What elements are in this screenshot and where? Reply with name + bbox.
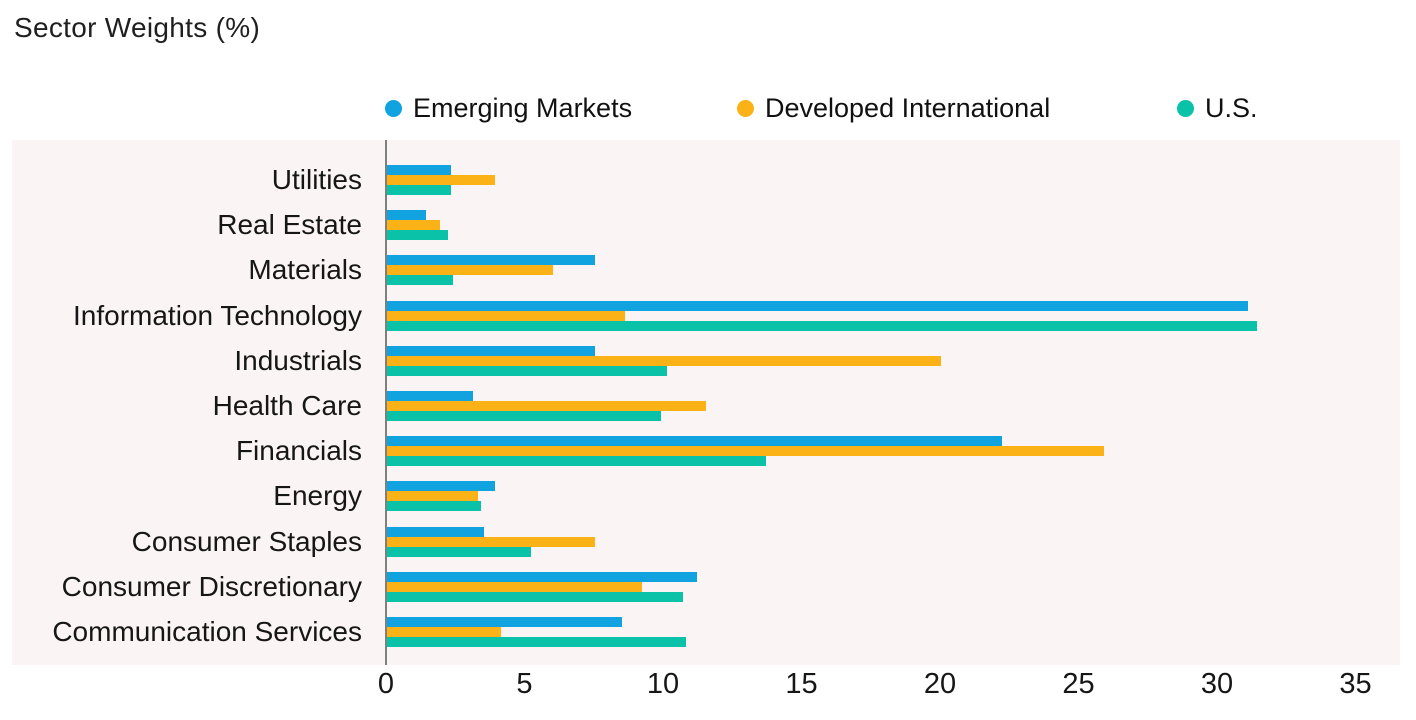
category-label: Consumer Staples: [131, 525, 362, 557]
bar: [387, 345, 595, 356]
y-axis-line: [385, 140, 387, 665]
plot-area: [12, 140, 1400, 665]
bar: [387, 571, 698, 582]
bar: [387, 456, 767, 467]
bar: [387, 446, 1105, 457]
category-label: Utilities: [271, 164, 362, 195]
bar: [387, 275, 454, 286]
category-label: Health Care: [212, 390, 362, 421]
bar: [387, 355, 941, 366]
bar: [387, 617, 623, 627]
bar: [387, 401, 706, 411]
bar: [387, 436, 1002, 447]
category-label: Information Technology: [73, 299, 362, 331]
bar: [387, 536, 595, 547]
legend-dot-us-icon: [1177, 99, 1194, 117]
bar: [387, 320, 1257, 331]
category-label: Energy: [273, 480, 362, 512]
bar: [387, 481, 496, 492]
bar: [387, 637, 687, 647]
bar: [387, 310, 626, 321]
bar: [387, 546, 532, 557]
x-tick-label: 35: [1339, 668, 1372, 700]
x-tick-label: 20: [923, 668, 957, 700]
legend-item-developed-international: Developed International: [737, 92, 1050, 124]
bar: [387, 365, 667, 376]
x-tick-label: 0: [377, 668, 395, 700]
bar: [387, 220, 440, 231]
bar: [387, 185, 451, 195]
category-label: Materials: [248, 254, 362, 286]
x-tick-label: 25: [1062, 668, 1095, 700]
legend-dot-developed-international-icon: [737, 99, 754, 117]
chart-title: Sector Weights (%): [14, 12, 261, 43]
category-label: Consumer Discretionary: [61, 570, 362, 602]
bar: [387, 230, 448, 241]
bar: [387, 491, 479, 502]
bar: [387, 265, 554, 276]
bar: [387, 165, 451, 175]
legend-dot-emerging-markets-icon: [385, 99, 402, 117]
bar: [387, 581, 642, 592]
bar: [387, 411, 662, 421]
category-label: Communication Services: [52, 616, 362, 647]
x-tick-label: 15: [785, 668, 818, 700]
bar: [387, 501, 482, 512]
x-tick-label: 30: [1200, 668, 1234, 700]
x-tick-label: 5: [516, 668, 533, 700]
bar: [387, 255, 595, 266]
legend-label-us: U.S.: [1205, 92, 1258, 123]
bar: [387, 175, 496, 185]
bar: [387, 591, 684, 602]
bar: [387, 300, 1249, 311]
legend-label-developed-international: Developed International: [765, 92, 1051, 123]
bar: [387, 391, 473, 401]
legend-item-emerging-markets: Emerging Markets: [385, 92, 632, 124]
x-tick-label: 10: [646, 668, 680, 700]
bar: [387, 627, 501, 637]
category-label: Industrials: [234, 344, 362, 376]
legend-item-us: U.S.: [1177, 92, 1258, 124]
category-label: Real Estate: [217, 209, 362, 241]
category-label: Financials: [235, 435, 362, 467]
legend-label-emerging-markets: Emerging Markets: [413, 92, 633, 123]
bar: [387, 526, 484, 537]
bar: [387, 210, 426, 221]
